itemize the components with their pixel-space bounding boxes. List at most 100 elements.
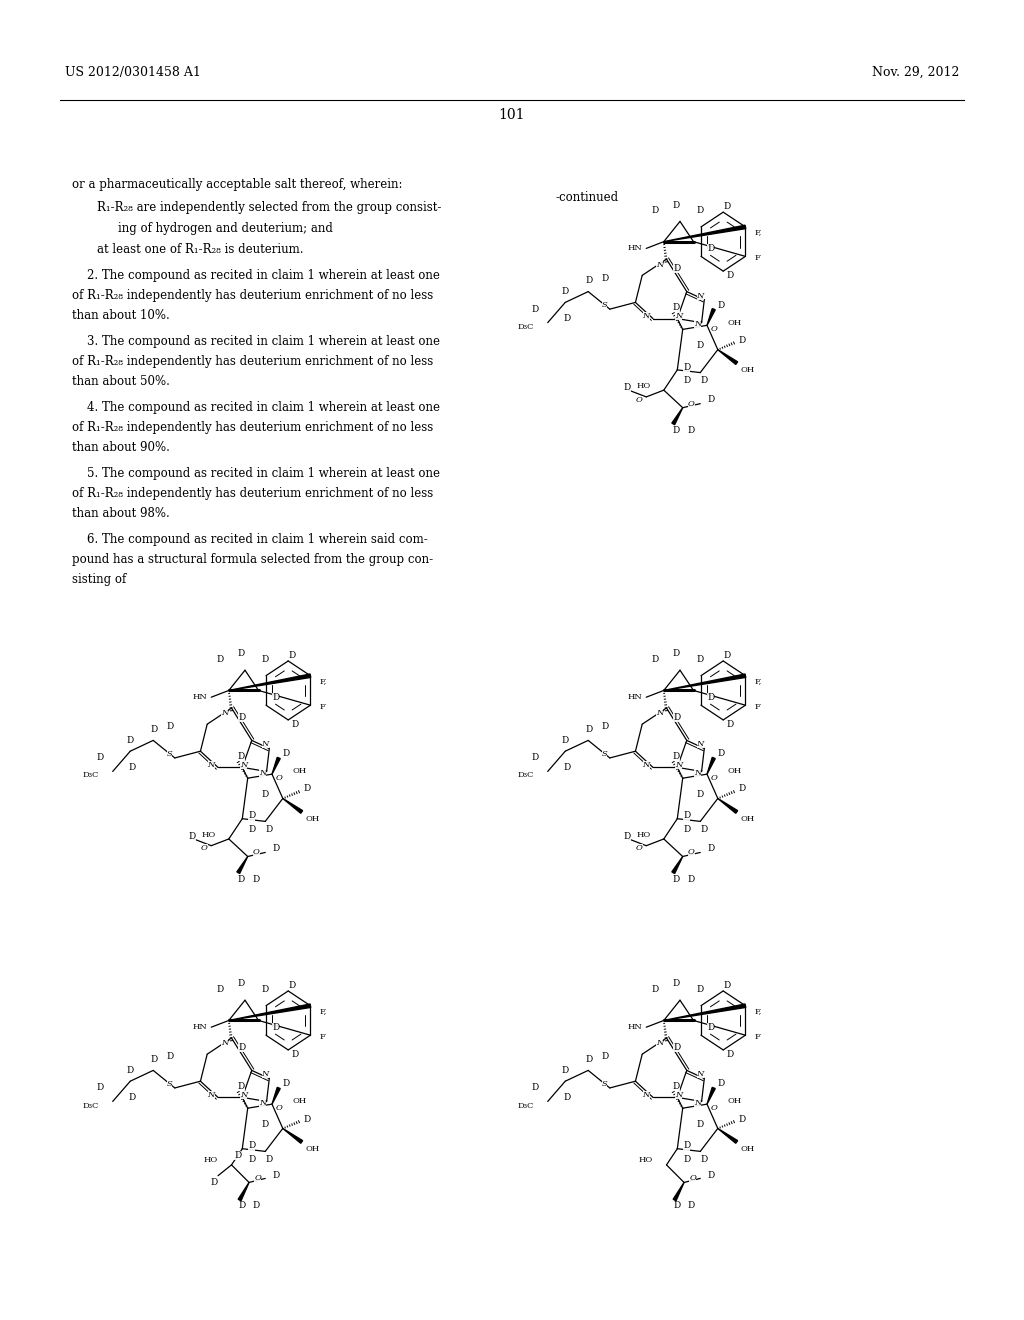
Text: D: D — [707, 693, 715, 702]
Text: D₃C: D₃C — [83, 1101, 99, 1110]
Text: HN: HN — [193, 1023, 207, 1031]
Text: D: D — [624, 832, 631, 841]
Text: than about 98%.: than about 98%. — [72, 507, 169, 520]
Text: D: D — [707, 395, 715, 404]
Text: D₃C: D₃C — [518, 322, 535, 331]
Text: O: O — [636, 396, 643, 404]
Text: D: D — [261, 655, 268, 664]
Text: OH: OH — [740, 814, 755, 822]
Text: N: N — [259, 768, 266, 776]
Text: D: D — [216, 655, 223, 664]
Text: D: D — [272, 693, 280, 702]
Polygon shape — [228, 675, 310, 690]
Text: D: D — [683, 812, 690, 821]
Text: F: F — [755, 702, 760, 710]
Text: D: D — [261, 789, 269, 799]
Text: HN: HN — [628, 1023, 642, 1031]
Polygon shape — [272, 1088, 281, 1104]
Text: 2. The compound as recited in claim 1 wherein at least one: 2. The compound as recited in claim 1 wh… — [72, 269, 439, 282]
Text: D: D — [696, 655, 703, 664]
Text: D: D — [238, 979, 245, 989]
Text: 5. The compound as recited in claim 1 wherein at least one: 5. The compound as recited in claim 1 wh… — [72, 467, 439, 480]
Text: D: D — [188, 832, 196, 841]
Text: F,: F, — [319, 1007, 327, 1015]
Text: F: F — [319, 1032, 326, 1040]
Text: R₁-R₂₈ are independently selected from the group consist-: R₁-R₂₈ are independently selected from t… — [97, 201, 441, 214]
Text: O: O — [253, 849, 260, 857]
Text: D: D — [303, 784, 310, 793]
Text: D: D — [531, 1084, 539, 1093]
Text: O: O — [711, 775, 718, 783]
Text: S: S — [601, 1080, 607, 1088]
Text: D: D — [673, 752, 680, 762]
Text: D: D — [239, 1043, 246, 1052]
Text: D: D — [167, 1052, 174, 1061]
Polygon shape — [272, 758, 281, 774]
Text: O: O — [711, 326, 718, 334]
Text: than about 50%.: than about 50%. — [72, 375, 170, 388]
Text: HO: HO — [636, 830, 650, 840]
Text: D: D — [239, 713, 246, 722]
Polygon shape — [664, 226, 745, 242]
Text: D: D — [726, 271, 733, 280]
Text: D: D — [673, 201, 680, 210]
Text: S: S — [601, 301, 607, 309]
Text: D: D — [289, 981, 296, 990]
Text: O: O — [636, 845, 643, 853]
Text: N: N — [259, 1098, 266, 1106]
Text: D: D — [561, 737, 568, 744]
Text: N: N — [221, 1039, 228, 1047]
Polygon shape — [283, 1129, 303, 1143]
Text: D: D — [738, 784, 745, 793]
Polygon shape — [239, 1183, 249, 1201]
Text: D: D — [248, 1155, 255, 1164]
Text: N: N — [240, 1090, 248, 1098]
Text: D: D — [687, 1201, 694, 1210]
Text: OH: OH — [292, 767, 306, 775]
Text: N: N — [261, 1071, 269, 1078]
Text: OH: OH — [727, 318, 741, 326]
Text: D: D — [239, 1201, 246, 1210]
Text: N: N — [696, 1071, 703, 1078]
Text: D: D — [272, 1171, 280, 1180]
Text: N: N — [643, 1090, 650, 1098]
Text: O: O — [688, 849, 695, 857]
Text: D: D — [673, 1082, 680, 1092]
Text: F,: F, — [755, 228, 762, 236]
Text: D: D — [718, 1080, 725, 1089]
Polygon shape — [707, 758, 715, 774]
Text: D: D — [673, 304, 680, 313]
Text: D: D — [683, 1155, 690, 1164]
Text: D: D — [724, 651, 731, 660]
Text: D: D — [683, 825, 690, 834]
Text: OH: OH — [306, 1144, 319, 1152]
Text: D₃C: D₃C — [518, 771, 535, 780]
Text: D: D — [283, 1080, 290, 1089]
Text: D: D — [238, 649, 245, 659]
Text: N: N — [696, 292, 703, 300]
Text: 4. The compound as recited in claim 1 wherein at least one: 4. The compound as recited in claim 1 wh… — [72, 401, 439, 414]
Text: D: D — [126, 1067, 133, 1074]
Polygon shape — [283, 799, 303, 813]
Text: D: D — [150, 1055, 158, 1064]
Text: D: D — [683, 376, 690, 385]
Text: N: N — [694, 768, 701, 776]
Text: D: D — [150, 725, 158, 734]
Text: D: D — [291, 1049, 299, 1059]
Text: N: N — [240, 760, 248, 768]
Text: S: S — [167, 750, 172, 758]
Text: HO: HO — [639, 1155, 653, 1163]
Text: HN: HN — [628, 693, 642, 701]
Text: D: D — [696, 789, 703, 799]
Text: F: F — [755, 253, 760, 261]
Text: D: D — [673, 1043, 681, 1052]
Text: D: D — [602, 1052, 609, 1061]
Text: of R₁-R₂₈ independently has deuterium enrichment of no less: of R₁-R₂₈ independently has deuterium en… — [72, 487, 433, 500]
Text: HN: HN — [628, 244, 642, 252]
Text: D: D — [126, 737, 133, 744]
Text: HO: HO — [636, 381, 650, 391]
Text: N: N — [643, 312, 650, 319]
Text: or a pharmaceutically acceptable salt thereof, wherein:: or a pharmaceutically acceptable salt th… — [72, 178, 402, 191]
Text: N: N — [675, 1090, 682, 1098]
Text: N: N — [656, 709, 664, 717]
